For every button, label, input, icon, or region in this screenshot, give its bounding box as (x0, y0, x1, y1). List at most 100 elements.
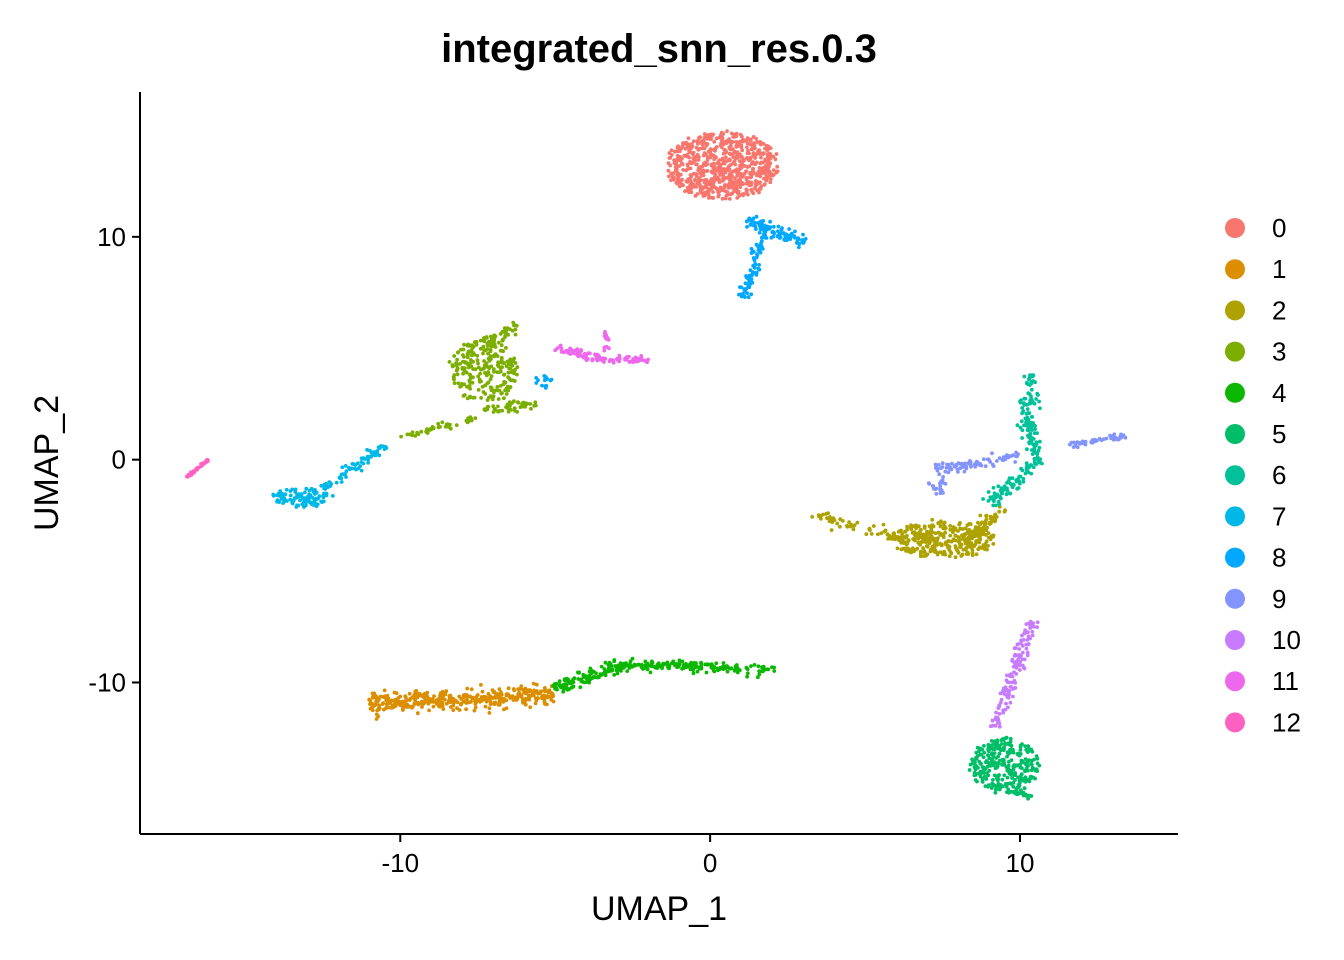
data-point (472, 352, 477, 357)
data-point (501, 338, 505, 342)
series-cluster-12 (185, 457, 210, 479)
data-point (359, 468, 364, 473)
data-point (493, 407, 498, 412)
data-point (723, 170, 728, 175)
data-point (730, 191, 735, 195)
data-point (633, 663, 637, 668)
data-point (751, 256, 756, 260)
legend-item-3: 3 (1225, 337, 1286, 367)
data-point (534, 689, 539, 693)
data-point (903, 530, 907, 534)
data-point (718, 166, 723, 171)
data-point (441, 707, 446, 711)
data-point (701, 146, 705, 151)
data-point (608, 358, 613, 362)
data-point (779, 227, 784, 232)
data-point (975, 745, 980, 750)
data-point (564, 683, 569, 687)
data-point (1027, 441, 1032, 446)
data-point (1012, 670, 1016, 675)
data-point (728, 147, 733, 152)
data-point (625, 663, 630, 668)
data-point (708, 155, 713, 160)
data-point (751, 146, 756, 151)
data-point (465, 694, 470, 699)
data-point (506, 686, 511, 691)
data-point (513, 361, 518, 365)
data-point (684, 662, 688, 666)
data-point (1034, 397, 1038, 401)
data-point (468, 395, 472, 400)
data-point (759, 160, 764, 165)
data-point (444, 701, 449, 706)
x-axis-ticks: -10 0 10 (381, 834, 1034, 878)
data-point (744, 177, 749, 182)
data-point (744, 287, 748, 291)
data-point (414, 695, 419, 699)
data-point (472, 340, 477, 345)
data-point (943, 526, 948, 530)
data-point (689, 190, 694, 195)
data-point (682, 153, 687, 158)
data-point (599, 664, 604, 669)
data-point (528, 705, 533, 710)
data-point (562, 685, 567, 690)
data-point (1003, 742, 1008, 747)
data-point (1017, 647, 1022, 651)
data-point (1006, 705, 1010, 710)
data-point (505, 406, 510, 410)
data-point (980, 747, 985, 752)
data-point (410, 430, 415, 435)
data-point (356, 466, 361, 471)
data-point (543, 689, 547, 694)
data-point (751, 135, 756, 139)
data-point (726, 186, 731, 190)
data-point (915, 546, 920, 551)
data-point (488, 349, 493, 354)
data-point (940, 490, 944, 495)
data-point (1023, 775, 1028, 780)
data-point (745, 225, 749, 229)
data-point (1001, 708, 1005, 713)
data-point (1014, 791, 1019, 796)
data-point (607, 346, 611, 351)
data-point (976, 765, 980, 770)
legend-item-11: 11 (1225, 666, 1299, 696)
data-point (1024, 461, 1029, 466)
data-point (1035, 391, 1040, 396)
data-point (956, 461, 961, 466)
data-point (712, 154, 717, 159)
data-point (411, 695, 415, 699)
data-point (755, 140, 759, 144)
data-point (951, 537, 956, 542)
data-point (1075, 440, 1080, 444)
data-point (1018, 780, 1022, 785)
data-point (452, 381, 457, 386)
legend-swatch (1225, 506, 1245, 527)
data-point (436, 421, 441, 426)
data-point (705, 180, 710, 185)
data-point (757, 152, 762, 156)
data-point (1009, 768, 1014, 773)
data-point (994, 495, 998, 500)
data-point (586, 679, 590, 683)
legend-item-6: 6 (1225, 460, 1286, 490)
series-cluster-1 (367, 681, 556, 721)
data-point (991, 542, 996, 546)
data-point (933, 462, 938, 467)
data-point (1027, 377, 1031, 382)
data-point (448, 700, 452, 705)
data-point (646, 357, 650, 362)
data-point (990, 751, 995, 756)
data-point (416, 692, 421, 696)
data-point (1032, 447, 1037, 452)
data-point (692, 661, 697, 665)
data-point (1011, 750, 1016, 755)
data-point (1023, 769, 1027, 774)
data-point (903, 546, 908, 551)
data-point (961, 527, 965, 531)
data-point (1008, 736, 1013, 741)
data-point (483, 695, 488, 700)
data-point (958, 521, 962, 525)
